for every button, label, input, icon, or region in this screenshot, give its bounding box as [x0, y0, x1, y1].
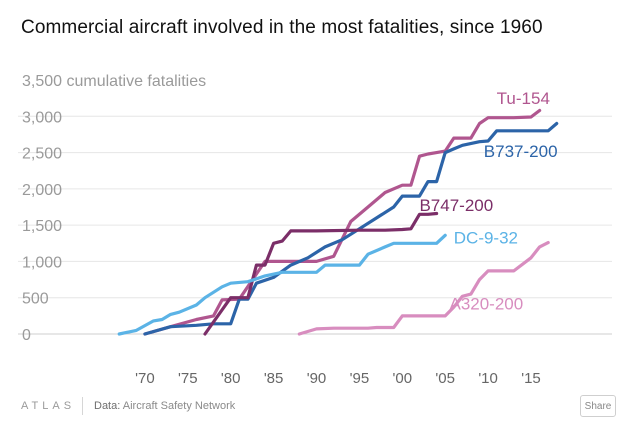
source-name: Aircraft Safety Network — [122, 400, 236, 412]
y-tick-label: 2,000 — [22, 182, 62, 199]
y-tick-label: 1,000 — [22, 254, 62, 271]
x-tick-label: '15 — [521, 370, 541, 387]
series-lines — [117, 108, 559, 336]
series-label-tu-154: Tu-154 — [497, 89, 550, 108]
series-label-b747-200: B747-200 — [419, 196, 493, 215]
line-chart: 0 500 1,000 1,500 2,000 2,500 3,000 3,500 cumul… — [18, 73, 612, 387]
x-tick-label: '90 — [307, 370, 327, 387]
series-label-dc-9-32: DC-9-32 — [454, 228, 518, 247]
source-note: Data: Aircraft Safety Network — [94, 400, 235, 412]
footer-divider — [82, 397, 83, 415]
brand-logo: ATLAS — [21, 400, 76, 412]
y-tick-label: 2,500 — [22, 146, 62, 163]
x-tick-label: '75 — [178, 370, 198, 387]
source-label: Data: — [94, 400, 121, 412]
x-tick-label: '05 — [435, 370, 455, 387]
series-line-dc-9-32 — [117, 233, 447, 336]
x-tick-label: '85 — [264, 370, 284, 387]
y-tick-label: 1,500 — [22, 218, 62, 235]
series-labels: Tu-154 B737-200 B747-200 DC-9-32 A320-200 — [419, 89, 557, 313]
y-tick-label: 0 — [22, 327, 31, 344]
share-button[interactable]: Share — [580, 395, 616, 417]
y-tick-label: 500 — [22, 291, 49, 308]
y-axis-title: 3,500 cumulative fatalities — [22, 73, 206, 90]
y-tick-label: 3,000 — [22, 109, 62, 126]
series-label-a320-200: A320-200 — [449, 295, 523, 314]
x-tick-label: '00 — [393, 370, 413, 387]
x-tick-label: '95 — [350, 370, 370, 387]
y-axis-labels: 0 500 1,000 1,500 2,000 2,500 3,000 3,500 cumul… — [22, 73, 206, 344]
x-axis-labels: '70 '75 '80 '85 '90 '95 '00 '05 '10 '15 — [135, 370, 541, 387]
series-label-b737-200: B737-200 — [484, 142, 558, 161]
x-tick-label: '80 — [221, 370, 241, 387]
x-tick-label: '10 — [478, 370, 498, 387]
series-line-a320-200 — [297, 241, 550, 336]
chart-title: Commercial aircraft involved in the most… — [21, 17, 543, 38]
x-tick-label: '70 — [135, 370, 155, 387]
